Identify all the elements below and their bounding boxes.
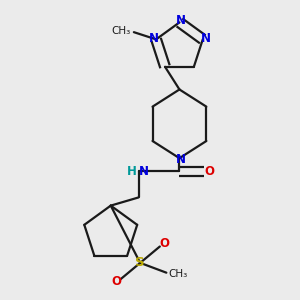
- Text: CH₃: CH₃: [168, 269, 187, 279]
- Text: CH₃: CH₃: [111, 26, 130, 35]
- Text: N: N: [148, 32, 158, 45]
- Text: O: O: [112, 275, 122, 288]
- Text: H: H: [127, 165, 137, 178]
- Text: O: O: [205, 165, 215, 178]
- Text: N: N: [176, 153, 186, 166]
- Text: N: N: [176, 14, 185, 27]
- Text: O: O: [159, 237, 170, 250]
- Text: S: S: [135, 256, 145, 269]
- Text: N: N: [139, 165, 148, 178]
- Text: N: N: [201, 32, 211, 45]
